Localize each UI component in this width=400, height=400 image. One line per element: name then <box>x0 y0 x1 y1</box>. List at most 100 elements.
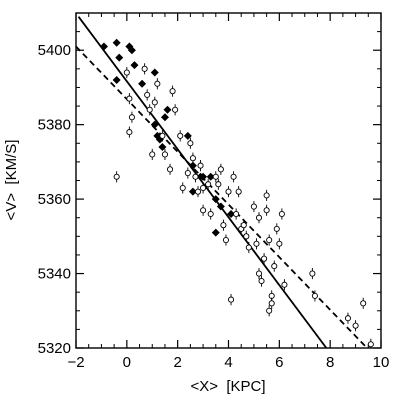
tick-labels: −2 0 2 4 6 8 10 5320 5340 5360 5380 5400 <box>38 42 390 371</box>
circle-marker <box>273 225 280 232</box>
circle-point <box>192 171 199 183</box>
circle-marker <box>194 188 202 195</box>
circle-marker <box>243 233 250 240</box>
circle-marker <box>258 277 265 285</box>
circle-marker <box>227 296 235 303</box>
circle-point <box>352 320 359 332</box>
circle-point <box>220 219 227 231</box>
x-tick-label: 4 <box>224 354 232 371</box>
circle-point <box>215 178 222 190</box>
diamond-point <box>199 172 208 181</box>
circle-marker <box>268 300 275 307</box>
diamond-point <box>216 202 225 211</box>
circle-point <box>225 186 232 198</box>
y-tick-label: 5380 <box>38 117 71 134</box>
circle-point <box>253 238 260 250</box>
circle-marker <box>200 207 207 214</box>
circle-marker <box>266 307 273 314</box>
diamond-point <box>112 38 121 47</box>
circle-point <box>184 167 191 179</box>
circle-point <box>166 163 174 175</box>
circle-marker <box>184 170 191 177</box>
circle-point <box>268 297 275 309</box>
circle-point <box>243 230 250 242</box>
diamond-point <box>158 143 167 151</box>
circle-point <box>146 104 153 116</box>
diamond-point <box>183 131 192 140</box>
circle-point <box>266 305 273 317</box>
circle-marker <box>187 140 194 147</box>
circle-marker <box>166 166 174 173</box>
circle-marker <box>151 99 158 106</box>
diamond-point <box>163 105 172 114</box>
circle-point <box>263 189 270 201</box>
circle-point <box>245 241 252 254</box>
circle-marker <box>172 106 179 113</box>
circle-point <box>207 208 214 220</box>
circle-marker <box>235 188 242 195</box>
circle-point <box>222 234 230 246</box>
circle-point <box>255 212 263 224</box>
circle-point <box>344 312 352 324</box>
circle-point <box>169 85 176 97</box>
diamond-point <box>150 120 159 129</box>
dashed-fit-line <box>76 45 368 348</box>
circle-marker <box>215 181 222 188</box>
circle-point <box>194 186 202 198</box>
circle-point <box>189 152 196 164</box>
circle-point <box>273 223 280 235</box>
x-tick-label: 6 <box>275 354 283 371</box>
diamond-point <box>130 61 139 70</box>
circle-point <box>205 178 212 190</box>
circle-point <box>281 279 288 291</box>
circle-marker <box>352 322 359 329</box>
circle-marker <box>192 173 199 180</box>
circle-marker <box>261 255 268 262</box>
circle-point <box>179 182 186 194</box>
circle-marker <box>141 65 148 72</box>
circle-marker <box>200 184 207 191</box>
circle-marker <box>205 181 212 188</box>
circle-marker <box>197 162 204 169</box>
circle-marker <box>311 292 318 299</box>
circle-point <box>200 182 207 194</box>
circle-marker <box>222 237 230 244</box>
diamond-point <box>227 210 236 218</box>
circle-point <box>126 126 133 138</box>
circle-point <box>149 148 156 161</box>
circle-marker <box>154 80 161 87</box>
x-tick-label: −2 <box>67 354 84 371</box>
circle-marker <box>217 166 224 173</box>
circle-marker <box>240 222 247 229</box>
circle-point <box>278 208 285 220</box>
plot-frame <box>75 12 382 349</box>
circle-marker <box>309 270 316 277</box>
circle-point <box>261 253 268 265</box>
diamond-point <box>115 53 124 62</box>
diamond-point <box>188 161 197 170</box>
axis-ticks <box>75 12 382 349</box>
circle-point <box>177 130 184 142</box>
circle-point <box>128 111 135 123</box>
circle-marker <box>225 188 232 195</box>
circle-marker <box>177 132 184 139</box>
circle-marker <box>268 292 275 299</box>
circle-point <box>258 275 265 287</box>
circle-point <box>154 78 161 90</box>
circle-marker <box>233 210 240 218</box>
y-tick-label: 5340 <box>38 266 71 283</box>
circle-point <box>311 290 318 302</box>
diamond-point <box>127 46 136 55</box>
circle-point <box>126 93 133 105</box>
x-tick-label: 2 <box>173 354 181 371</box>
circle-point <box>309 267 316 280</box>
y-axis-label: <V> [KM/S] <box>3 140 20 221</box>
circle-marker <box>189 155 196 162</box>
circle-marker <box>169 88 176 95</box>
circle-point <box>240 219 247 231</box>
circle-point <box>367 338 374 348</box>
diamond-point <box>188 187 197 196</box>
circle-marker <box>159 132 166 139</box>
circle-point <box>123 66 130 79</box>
